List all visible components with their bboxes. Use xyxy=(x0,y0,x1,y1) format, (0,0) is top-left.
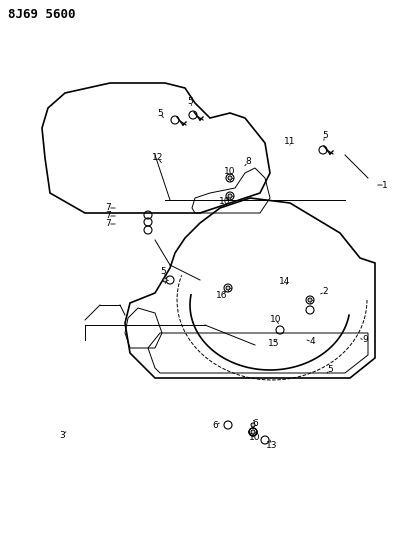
Text: 5: 5 xyxy=(160,268,166,277)
Text: 9: 9 xyxy=(362,335,368,344)
Text: 5: 5 xyxy=(322,132,328,141)
Text: 12: 12 xyxy=(152,154,164,163)
Text: 10: 10 xyxy=(249,433,261,442)
Text: 15: 15 xyxy=(268,340,280,349)
Text: 5: 5 xyxy=(187,98,193,107)
Text: 7: 7 xyxy=(105,220,111,229)
Text: 11: 11 xyxy=(284,138,296,147)
Circle shape xyxy=(228,176,232,180)
Text: 5: 5 xyxy=(327,366,333,375)
Text: 3: 3 xyxy=(59,431,65,440)
Text: 14: 14 xyxy=(279,277,291,286)
Text: 5: 5 xyxy=(157,109,163,117)
Text: 2: 2 xyxy=(322,287,328,296)
Circle shape xyxy=(163,278,167,282)
Text: 8: 8 xyxy=(245,157,251,166)
Text: 10: 10 xyxy=(270,316,282,325)
Text: 6: 6 xyxy=(252,418,258,427)
Circle shape xyxy=(226,286,230,290)
Text: 10: 10 xyxy=(219,198,231,206)
Circle shape xyxy=(251,423,255,427)
Circle shape xyxy=(228,194,232,198)
Text: 7: 7 xyxy=(105,212,111,221)
Circle shape xyxy=(251,430,255,434)
Text: 13: 13 xyxy=(266,440,278,449)
Text: 16: 16 xyxy=(216,290,228,300)
Text: 8J69 5600: 8J69 5600 xyxy=(8,8,75,21)
Circle shape xyxy=(308,298,312,302)
Text: 4: 4 xyxy=(309,337,315,346)
Text: 7: 7 xyxy=(105,204,111,213)
Text: 10: 10 xyxy=(224,166,236,175)
Text: 1: 1 xyxy=(382,181,388,190)
Text: 6: 6 xyxy=(212,421,218,430)
